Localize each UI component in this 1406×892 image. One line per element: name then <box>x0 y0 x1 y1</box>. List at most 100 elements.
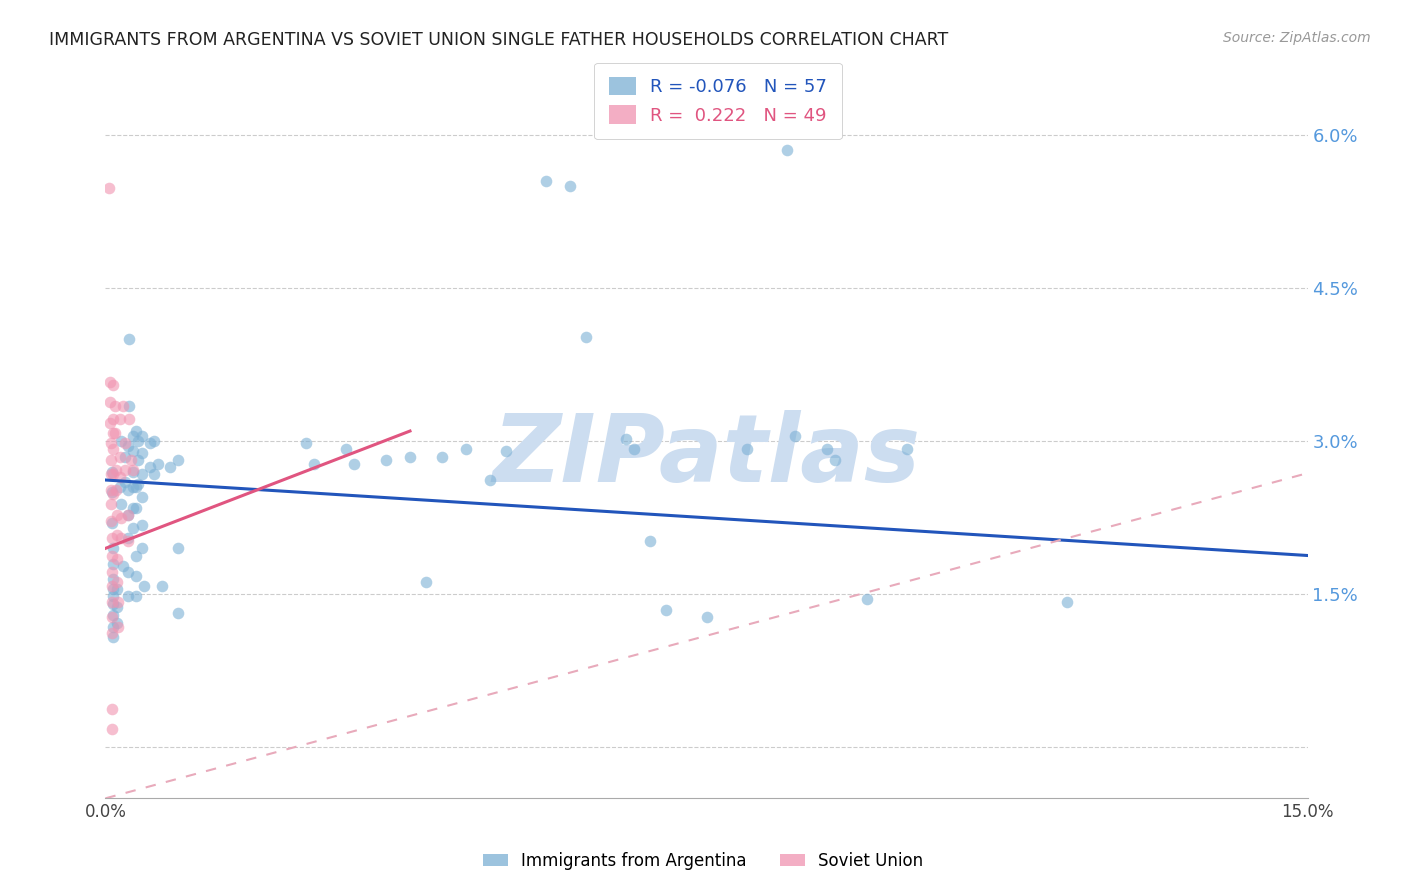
Point <box>118 411 141 425</box>
Point <box>132 579 155 593</box>
Point <box>560 179 582 194</box>
Point <box>101 722 124 736</box>
Point <box>122 429 145 443</box>
Point <box>655 602 678 616</box>
Point <box>815 442 838 457</box>
Point <box>120 452 142 467</box>
Point <box>101 609 124 624</box>
Point <box>114 463 136 477</box>
Point <box>107 582 129 597</box>
Point <box>117 531 139 545</box>
Point <box>103 541 125 556</box>
Point <box>623 442 645 457</box>
Point <box>495 444 517 458</box>
Point <box>101 549 124 563</box>
Point <box>640 534 662 549</box>
Point <box>127 452 149 467</box>
Point <box>343 457 366 471</box>
Point <box>103 572 125 586</box>
Point <box>150 579 173 593</box>
Point <box>110 498 132 512</box>
Point <box>117 508 139 522</box>
Point <box>98 395 121 409</box>
Point <box>110 510 132 524</box>
Point <box>100 436 122 450</box>
Point <box>696 609 718 624</box>
Point <box>101 579 124 593</box>
Point <box>399 450 422 464</box>
Point <box>103 378 125 392</box>
Point <box>107 595 129 609</box>
Point <box>138 436 160 450</box>
Point <box>335 442 357 457</box>
Point <box>100 514 122 528</box>
Point <box>122 500 145 515</box>
Point <box>295 436 318 450</box>
Point <box>101 595 124 609</box>
Point <box>107 620 129 634</box>
Point <box>114 450 136 464</box>
Point <box>103 620 125 634</box>
Point <box>122 480 145 494</box>
Text: Source: ZipAtlas.com: Source: ZipAtlas.com <box>1223 31 1371 45</box>
Point <box>131 541 153 556</box>
Point <box>108 480 131 494</box>
Point <box>104 483 127 498</box>
Point <box>108 411 131 425</box>
Point <box>117 508 139 522</box>
Point <box>131 491 153 505</box>
Point <box>112 558 135 573</box>
Point <box>776 144 799 158</box>
Point <box>534 174 557 188</box>
Point <box>101 626 124 640</box>
Point <box>122 465 145 479</box>
Point <box>374 452 398 467</box>
Point <box>100 452 122 467</box>
Point <box>104 399 127 413</box>
Point <box>131 517 153 532</box>
Point <box>101 701 124 715</box>
Point <box>98 181 121 195</box>
Point <box>107 551 129 566</box>
Point <box>108 450 131 464</box>
Point <box>110 434 132 449</box>
Point <box>107 599 129 614</box>
Point <box>616 432 638 446</box>
Point <box>103 557 125 571</box>
Point <box>103 467 125 481</box>
Point <box>146 457 169 471</box>
Point <box>125 480 148 494</box>
Point <box>166 541 188 556</box>
Point <box>101 516 124 530</box>
Point <box>125 569 148 583</box>
Point <box>100 483 122 498</box>
Point <box>103 598 125 612</box>
Text: ZIPatlas: ZIPatlas <box>492 409 921 501</box>
Point <box>103 607 125 622</box>
Point <box>105 528 128 542</box>
Point <box>125 424 148 438</box>
Point <box>125 549 148 563</box>
Point <box>103 442 125 457</box>
Point <box>104 426 127 441</box>
Legend: Immigrants from Argentina, Soviet Union: Immigrants from Argentina, Soviet Union <box>477 846 929 877</box>
Point <box>110 531 132 545</box>
Point <box>103 630 125 644</box>
Point <box>127 434 149 449</box>
Point <box>101 565 124 579</box>
Point <box>112 399 135 413</box>
Point <box>103 487 125 501</box>
Point <box>105 508 128 522</box>
Point <box>454 442 477 457</box>
Point <box>783 429 806 443</box>
Point <box>98 416 121 430</box>
Point <box>101 465 124 479</box>
Point <box>117 590 139 604</box>
Legend: R = -0.076   N = 57, R =  0.222   N = 49: R = -0.076 N = 57, R = 0.222 N = 49 <box>595 62 842 139</box>
Point <box>118 332 141 346</box>
Point <box>131 467 153 481</box>
Point <box>131 429 153 443</box>
Text: IMMIGRANTS FROM ARGENTINA VS SOVIET UNION SINGLE FATHER HOUSEHOLDS CORRELATION C: IMMIGRANTS FROM ARGENTINA VS SOVIET UNIO… <box>49 31 949 49</box>
Point <box>166 452 188 467</box>
Point <box>117 483 139 498</box>
